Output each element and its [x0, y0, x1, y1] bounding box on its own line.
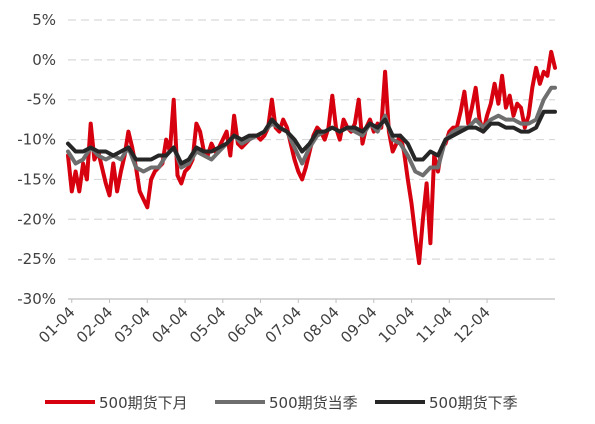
- x-tick-label: 12-04: [450, 303, 494, 347]
- y-axis-ticks: 5% 0% -5% -10% -15% -20% -25% -30%: [17, 11, 56, 308]
- x-tick-label: 02-04: [73, 303, 117, 347]
- y-tick-label: -25%: [17, 250, 56, 268]
- legend-label: 500期货下月: [99, 394, 188, 412]
- x-tick-label: 05-04: [186, 303, 230, 347]
- x-tick-label: 04-04: [148, 303, 192, 347]
- series-line-3: [66, 109, 557, 166]
- y-tick-label: -5%: [27, 91, 56, 109]
- x-tick-label: 03-04: [111, 303, 155, 347]
- y-tick-label: -15%: [17, 170, 56, 188]
- y-tick-label: -30%: [17, 290, 56, 308]
- legend-label: 500期货当季: [269, 394, 358, 412]
- x-tick-label: 07-04: [262, 303, 306, 347]
- legend: 500期货下月 500期货当季 500期货下季: [45, 394, 518, 412]
- x-tick-label: 06-04: [224, 303, 268, 347]
- y-tick-label: -10%: [17, 131, 56, 149]
- y-tick-label: 0%: [32, 51, 56, 69]
- y-tick-label: 5%: [32, 11, 56, 29]
- x-tick-label: 09-04: [337, 303, 381, 347]
- x-tick-label: 08-04: [299, 303, 343, 347]
- y-tick-label: -20%: [17, 210, 56, 228]
- series-lines: [66, 49, 557, 266]
- series-line-2: [66, 85, 557, 178]
- legend-label: 500期货下季: [429, 394, 518, 412]
- x-tick-label: 10-04: [375, 303, 419, 347]
- x-tick-label: 11-04: [413, 303, 457, 347]
- x-tick-label: 01-04: [35, 303, 79, 347]
- x-axis-ticks: 01-0402-0403-0404-0405-0406-0407-0408-04…: [35, 299, 494, 347]
